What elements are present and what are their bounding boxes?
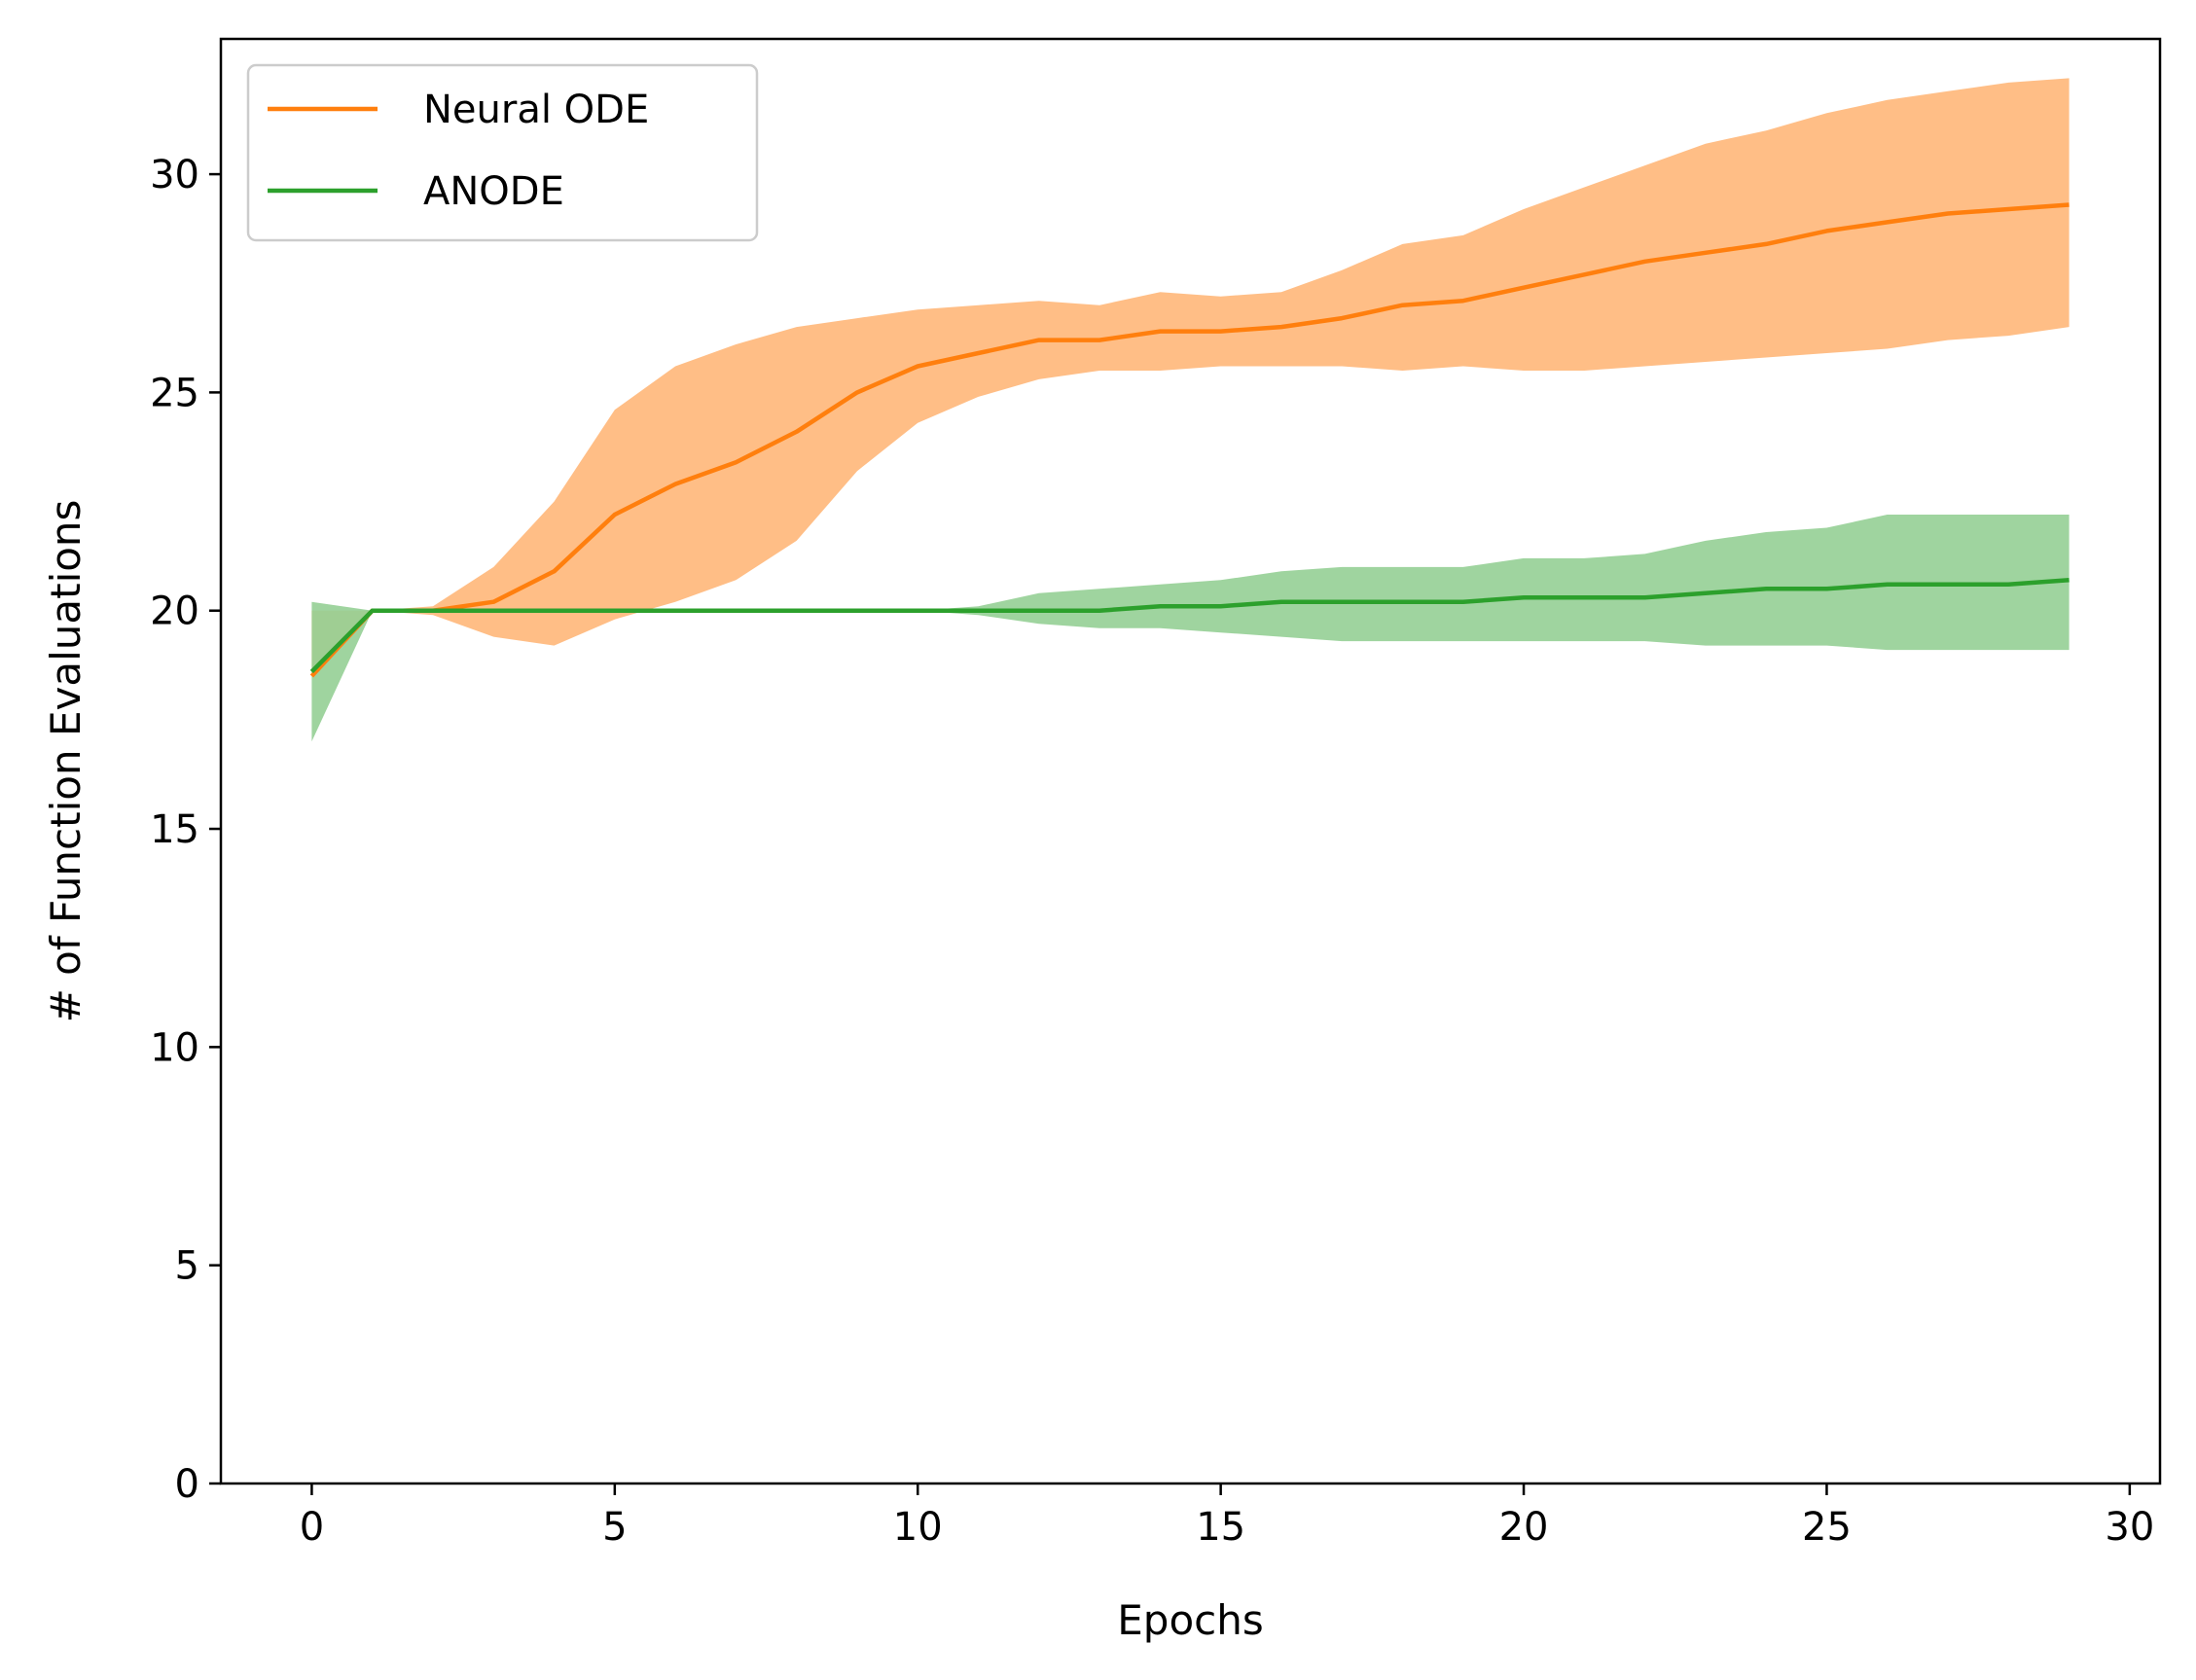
y-tick-label: 15 bbox=[150, 807, 199, 852]
legend-label-neural-ode: Neural ODE bbox=[423, 88, 649, 132]
x-tick-label: 5 bbox=[602, 1505, 627, 1550]
y-tick-label: 10 bbox=[150, 1025, 199, 1070]
y-tick-label: 5 bbox=[175, 1244, 199, 1289]
x-axis-label: Epochs bbox=[1117, 1596, 1264, 1644]
y-tick-label: 25 bbox=[150, 371, 199, 415]
x-tick-label: 30 bbox=[2105, 1505, 2154, 1550]
confidence-bands bbox=[311, 78, 2070, 742]
legend-label-anode: ANODE bbox=[423, 169, 564, 214]
x-axis-ticks: 0 5 10 15 20 25 30 bbox=[300, 1483, 2154, 1550]
anode-band bbox=[311, 515, 2070, 742]
anode-line bbox=[309, 578, 2070, 674]
x-tick-label: 10 bbox=[893, 1505, 943, 1550]
series-lines bbox=[309, 202, 2070, 678]
y-axis-label: # of Function Evaluations bbox=[42, 500, 90, 1023]
y-axis-ticks: 0 5 10 15 20 25 30 bbox=[150, 153, 221, 1507]
x-tick-label: 25 bbox=[1802, 1505, 1852, 1550]
x-tick-label: 0 bbox=[300, 1505, 324, 1550]
y-tick-label: 0 bbox=[175, 1462, 199, 1507]
neural-ode-line bbox=[309, 202, 2070, 678]
y-tick-label: 30 bbox=[150, 153, 199, 197]
legend: Neural ODE ANODE bbox=[246, 63, 759, 242]
y-tick-label: 20 bbox=[150, 590, 199, 634]
x-tick-label: 20 bbox=[1499, 1505, 1549, 1550]
plot-frame bbox=[219, 37, 2162, 1485]
neural-ode-band bbox=[311, 78, 2070, 676]
x-tick-label: 15 bbox=[1196, 1505, 1245, 1550]
